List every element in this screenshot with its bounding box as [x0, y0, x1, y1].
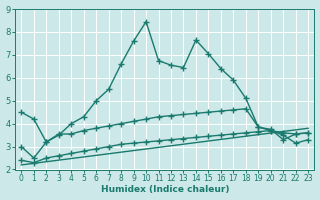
- X-axis label: Humidex (Indice chaleur): Humidex (Indice chaleur): [100, 185, 229, 194]
